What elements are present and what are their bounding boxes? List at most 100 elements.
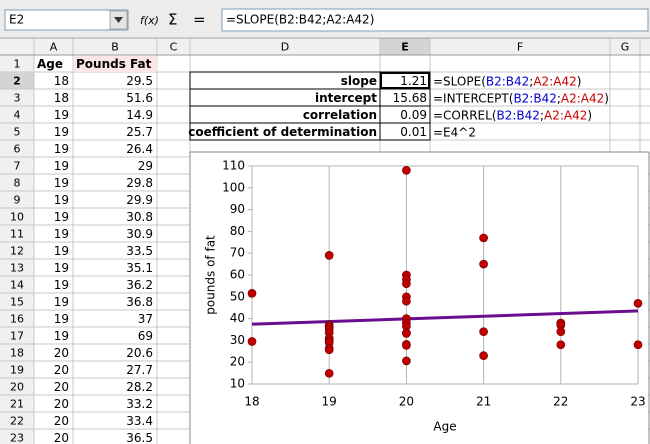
data-point <box>633 298 643 308</box>
cell-value: 36.5 <box>126 431 153 444</box>
data-point <box>479 259 488 269</box>
formula-part: ) <box>604 91 609 105</box>
row-header: 8 <box>14 177 21 190</box>
formula-text: =SLOPE(B2:B42;A2:A42) <box>226 13 374 27</box>
data-point <box>556 340 566 350</box>
row-header: 14 <box>10 279 24 292</box>
formula-cell: =E4^2 <box>433 125 476 139</box>
cell-value: 20 <box>54 380 69 394</box>
cell-value: 19 <box>54 142 69 156</box>
cell-value: 25.7 <box>126 125 153 139</box>
formula-part: ) <box>577 74 582 88</box>
stats-value: 1.21 <box>400 74 427 88</box>
equals-button[interactable]: = <box>193 11 206 29</box>
y-tick-label: 80 <box>230 224 245 238</box>
row-header: 5 <box>14 126 21 139</box>
cell-value: 14.9 <box>126 108 153 122</box>
cell-value: 19 <box>54 159 69 173</box>
stats-value: 15.68 <box>393 91 427 105</box>
formula-part: B2:B42 <box>486 74 529 88</box>
selected-row-header <box>0 72 34 89</box>
data-point <box>324 368 334 378</box>
formula-part: A2:A42 <box>533 74 576 88</box>
cell-value: 29 <box>138 159 153 173</box>
column-header: B <box>111 41 119 54</box>
cell-value: 18 <box>54 74 69 88</box>
formula-cell: =CORREL(B2:B42;A2:A42) <box>433 108 592 122</box>
stats-label: coefficient of determination <box>188 125 377 139</box>
row-header: 4 <box>14 109 21 122</box>
formula-input[interactable] <box>221 8 649 32</box>
cell-value: 36.2 <box>126 278 153 292</box>
data-point <box>556 327 566 337</box>
cell-value: 20 <box>54 363 69 377</box>
cell-value: 19 <box>54 295 69 309</box>
row-header: 20 <box>10 381 24 394</box>
data-point <box>247 288 257 298</box>
stats-value: 0.01 <box>400 125 427 139</box>
cell-value: 35.1 <box>126 261 153 275</box>
trend-line <box>251 309 639 326</box>
stats-label: slope <box>341 74 377 88</box>
data-point <box>633 340 643 350</box>
cell-value: 19 <box>54 261 69 275</box>
formula-part: A2:A42 <box>544 108 587 122</box>
row-header: 6 <box>14 143 21 156</box>
y-tick-label: 10 <box>230 377 245 391</box>
cell-value: 69 <box>138 329 153 343</box>
data-point <box>479 233 488 243</box>
row-header: 10 <box>10 211 24 224</box>
formula-part: =SLOPE( <box>433 74 486 88</box>
formula-part: B2:B42 <box>497 108 540 122</box>
formula-part: =INTERCEPT( <box>433 91 513 105</box>
row-header: 1 <box>14 58 21 71</box>
cell-value: 20 <box>54 414 69 428</box>
row-header-bar <box>0 55 34 444</box>
row-header: 2 <box>13 75 21 88</box>
cell-value: 29.8 <box>126 176 153 190</box>
column-header-bar <box>0 38 650 55</box>
stats-label: correlation <box>303 108 377 122</box>
data-point <box>479 327 488 337</box>
cell-value: 19 <box>54 193 69 207</box>
column-title: Pounds Fat <box>76 57 152 71</box>
x-tick-label: 23 <box>630 395 645 409</box>
data-point <box>402 279 411 289</box>
header-cell-bg <box>74 56 157 72</box>
cell-value: 19 <box>54 210 69 224</box>
cell-value: 20 <box>54 346 69 360</box>
formula-part: =CORREL( <box>433 108 497 122</box>
y-tick-label: 60 <box>230 268 245 282</box>
x-tick-label: 18 <box>244 395 259 409</box>
y-tick-label: 100 <box>222 180 245 194</box>
cell-value: 30.8 <box>126 210 153 224</box>
row-header: 19 <box>10 364 24 377</box>
row-header: 17 <box>10 330 24 343</box>
name-box[interactable] <box>4 9 129 31</box>
cell-value: 19 <box>54 125 69 139</box>
formula-part: ; <box>557 91 561 105</box>
formula-part: ; <box>540 108 544 122</box>
cell-value: 26.4 <box>126 142 153 156</box>
data-point <box>402 329 411 338</box>
sum-button[interactable]: Σ <box>168 11 177 29</box>
y-axis-label: pounds of fat <box>204 235 218 315</box>
stats-value: 0.09 <box>400 108 427 122</box>
row-header: 22 <box>10 415 24 428</box>
row-header: 11 <box>10 228 24 241</box>
data-point <box>479 351 488 361</box>
data-point <box>402 356 411 366</box>
formula-cell: =SLOPE(B2:B42;A2:A42) <box>433 74 581 88</box>
y-tick-label: 50 <box>230 289 245 303</box>
selected-column-header <box>380 38 430 55</box>
dropdown-arrow <box>114 17 123 23</box>
row-header: 3 <box>14 92 21 105</box>
function-wizard-button[interactable]: f(x) <box>140 14 159 27</box>
cell-value: 20.6 <box>126 346 153 360</box>
cell-value: 20 <box>54 397 69 411</box>
cell-value: 19 <box>54 312 69 326</box>
x-tick-label: 20 <box>399 395 414 409</box>
row-header: 23 <box>10 432 24 444</box>
row-header: 9 <box>14 194 21 207</box>
